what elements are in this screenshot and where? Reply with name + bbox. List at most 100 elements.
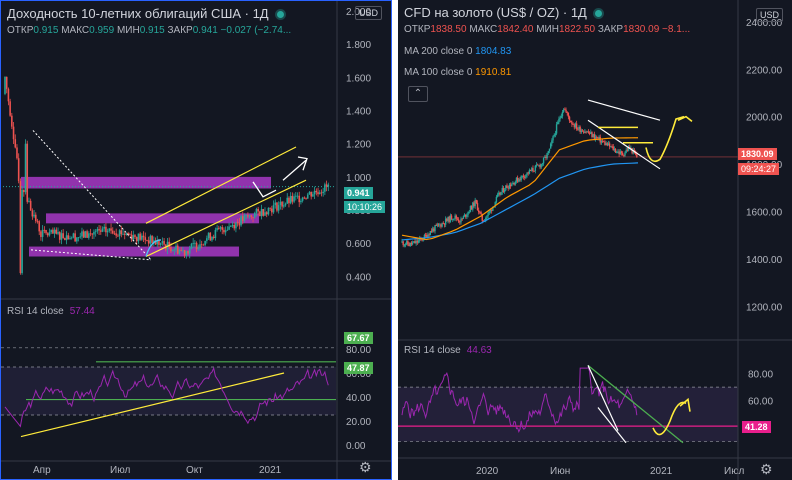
trend-line-dotted xyxy=(30,249,152,261)
currency-label[interactable]: USD xyxy=(756,8,784,22)
right-chart-panel[interactable]: 2400.002200.002000.001800.001600.001400.… xyxy=(398,0,792,480)
candle-body xyxy=(313,190,316,195)
candle-body xyxy=(260,209,263,217)
candle-body xyxy=(247,215,249,217)
candle-body xyxy=(218,228,220,229)
last-price-tag: 0.941 xyxy=(344,187,373,199)
candle-body xyxy=(535,164,538,166)
candle-body xyxy=(486,215,488,218)
candle-body xyxy=(402,241,404,246)
candle-body xyxy=(122,233,124,235)
candle-body xyxy=(626,149,629,151)
candle-body xyxy=(14,139,17,148)
candle-body xyxy=(454,215,456,219)
candle-body xyxy=(43,229,46,231)
candle-body xyxy=(512,182,514,185)
candle-body xyxy=(94,231,97,233)
x-tick-label: Июл xyxy=(110,465,130,476)
candle-body xyxy=(474,199,476,207)
candle-body xyxy=(416,240,419,243)
candle-body xyxy=(565,109,567,112)
wedge-upper xyxy=(587,99,661,121)
candle-body xyxy=(433,228,435,232)
candle-body xyxy=(401,241,403,243)
right-chart-canvas[interactable]: 2400.002200.002000.001800.001600.001400.… xyxy=(398,0,792,480)
candle-body xyxy=(286,197,289,204)
trend-line-dotted xyxy=(32,130,152,261)
candle-body xyxy=(408,244,410,247)
candle-body xyxy=(48,232,51,236)
candle-body xyxy=(487,212,489,216)
candle-body xyxy=(575,123,578,129)
currency-label[interactable]: USD xyxy=(355,6,383,20)
candle-body xyxy=(324,184,326,192)
candle-body xyxy=(621,152,624,156)
candle-body xyxy=(262,209,265,216)
candle-body xyxy=(28,200,30,202)
candle-body xyxy=(413,241,415,243)
candle-body xyxy=(248,215,251,217)
candle-body xyxy=(139,233,141,240)
candle-body xyxy=(130,234,133,240)
candle-body xyxy=(547,151,550,153)
candle-body xyxy=(267,207,270,215)
candle-body xyxy=(611,146,613,148)
candle-body xyxy=(620,151,623,153)
candle-body xyxy=(111,230,114,234)
candle-body xyxy=(91,233,94,235)
ma200-line xyxy=(401,162,639,241)
candle-body xyxy=(180,250,182,251)
candle-body xyxy=(443,223,446,225)
candle-body xyxy=(623,155,625,156)
candle-body xyxy=(154,240,157,245)
candle-body xyxy=(579,126,581,133)
left-chart-canvas[interactable]: 2.0001.8001.6001.4001.2001.0000.8000.600… xyxy=(1,1,392,480)
candle-body xyxy=(610,146,612,148)
candle-body xyxy=(65,235,68,241)
candle-body xyxy=(36,221,39,222)
candle-body xyxy=(524,176,526,178)
x-tick-label: 2021 xyxy=(650,466,673,477)
gear-icon[interactable]: ⚙ xyxy=(760,461,773,477)
candle-body xyxy=(571,122,573,125)
gear-icon[interactable]: ⚙ xyxy=(359,459,372,475)
candle-body xyxy=(322,191,324,194)
candle-body xyxy=(16,147,18,159)
candle-body xyxy=(29,200,32,211)
left-chart-panel[interactable]: 2.0001.8001.6001.4001.2001.0000.8000.600… xyxy=(0,0,392,480)
candle-body xyxy=(117,235,119,237)
arrow-head xyxy=(679,397,691,412)
left-ohlc-row: ОТКР0.915 МАКС0.959 МИН0.915 ЗАКР0.941 −… xyxy=(7,25,292,36)
candle-body xyxy=(57,231,59,234)
candle-body xyxy=(431,228,434,232)
candle-body xyxy=(564,109,566,111)
candle-body xyxy=(414,241,416,244)
candle-body xyxy=(457,219,460,222)
y-tick-label: 1.000 xyxy=(346,173,371,184)
candle-body xyxy=(34,214,37,222)
right-chart-title: CFD на золото (US$ / OZ) · 1Д xyxy=(404,5,602,20)
candle-body xyxy=(441,223,443,227)
y-tick-label: 1.800 xyxy=(346,40,371,51)
candle-body xyxy=(573,124,575,128)
x-tick-label: Окт xyxy=(186,465,203,476)
candle-body xyxy=(526,172,528,175)
candle-body xyxy=(503,189,506,193)
candle-body xyxy=(479,212,481,213)
candle-body xyxy=(455,215,457,219)
candle-body xyxy=(581,130,584,132)
candle-body xyxy=(178,250,181,254)
collapse-legend-button[interactable]: ⌃ xyxy=(408,86,428,102)
candle-body xyxy=(636,154,638,158)
candle-body xyxy=(588,132,591,134)
ma200-legend: MA 200 close 0 1804.83 xyxy=(404,46,512,57)
candle-body xyxy=(625,149,627,153)
candle-body xyxy=(84,231,87,238)
candle-body xyxy=(194,242,196,244)
candle-body xyxy=(5,76,8,89)
candle-body xyxy=(520,175,522,181)
candle-body xyxy=(502,188,505,193)
candle-body xyxy=(224,230,227,233)
candle-body xyxy=(137,233,140,242)
candle-body xyxy=(494,202,496,207)
